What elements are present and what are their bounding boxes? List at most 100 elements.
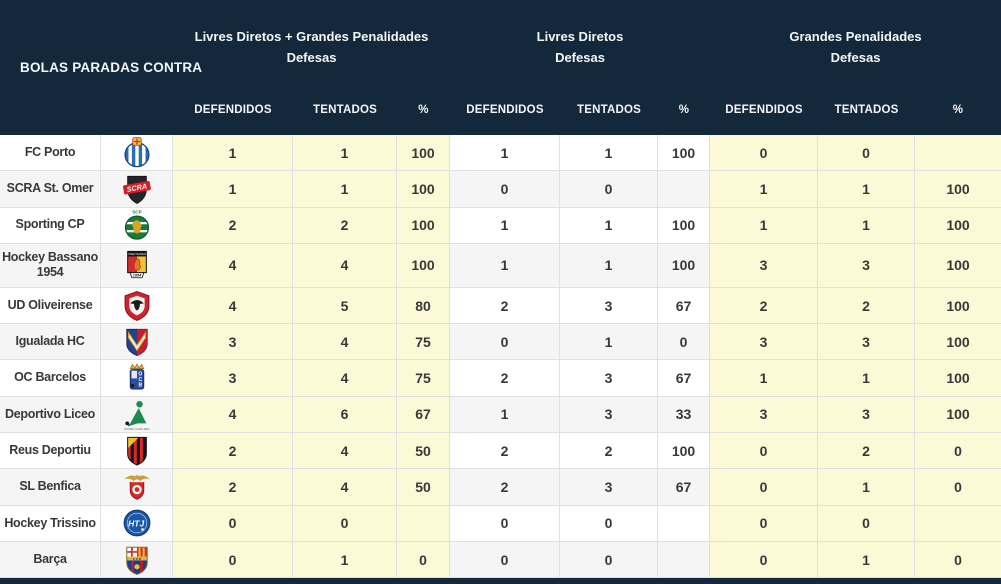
gp-tentados-cell: 3 [818, 324, 915, 360]
team-name: OC Barcelos [0, 360, 101, 396]
svg-text:SCRA: SCRA [126, 182, 148, 194]
svg-text:HOCKEY·CLUB·LICEO: HOCKEY·CLUB·LICEO [124, 429, 149, 432]
ld-pct-cell: 0 [658, 324, 710, 360]
col-header-tentados: TENTADOS [834, 104, 899, 116]
oc-barcelos-logo: O C B [129, 363, 144, 390]
gp-tentados-cell: 2 [818, 287, 915, 324]
team-row: OC Barcelos O C B 3 4 75 2 3 67 1 1 100 [0, 360, 1001, 397]
ld-tentados-cell: 3 [560, 360, 658, 396]
scra-st-omer-logo: SCRA [122, 175, 151, 204]
team-row: Deportivo Liceo HOCKEY·CLUB·LICEO 4 6 67… [0, 396, 1001, 434]
ldgp-tentados-cell: 4 [293, 469, 397, 505]
gp-tentados-cell: 0 [818, 135, 915, 171]
gp-pct-cell: 100 [915, 243, 1001, 287]
ldgp-defendidos-cell: 4 [173, 396, 293, 433]
col-header-pct: % [418, 104, 429, 116]
ld-tentados-cell: 3 [560, 469, 658, 505]
team-name: Sporting CP [0, 207, 101, 243]
team-logo-cell [101, 469, 173, 505]
team-name: Igualada HC [0, 324, 101, 360]
gp-pct-cell: 100 [915, 171, 1001, 207]
team-name: SCRA St. Omer [0, 171, 101, 207]
ld-pct-cell [658, 541, 710, 578]
ldgp-defendidos-cell: 1 [173, 171, 293, 207]
ldgp-pct-cell: 50 [397, 469, 450, 505]
team-name: SL Benfica [0, 469, 101, 505]
ld-pct-cell: 67 [658, 287, 710, 324]
ld-defendidos-cell: 2 [450, 469, 560, 505]
ldgp-defendidos-cell: 0 [173, 541, 293, 578]
ld-tentados-cell: 1 [560, 135, 658, 171]
gp-tentados-cell: 3 [818, 396, 915, 433]
ldgp-tentados-cell: 1 [293, 135, 397, 171]
gp-pct-cell: 100 [915, 324, 1001, 360]
team-row: Barça F C B 0 1 0 0 0 0 1 0 [0, 541, 1001, 579]
team-logo-cell: O C B [101, 360, 173, 396]
ld-tentados-cell: 0 [560, 541, 658, 578]
ldgp-pct-cell: 75 [397, 360, 450, 396]
gp-pct-cell: 0 [915, 433, 1001, 469]
table-header: BOLAS PARADAS CONTRA Livres Diretos + Gr… [0, 0, 1001, 135]
group-header-grandes-penalidades: Grandes Penalidades Defesas [710, 0, 1001, 85]
ldgp-pct-cell: 50 [397, 433, 450, 469]
ld-defendidos-cell: 1 [450, 207, 560, 243]
team-logo-cell [101, 324, 173, 360]
ld-tentados-cell: 2 [560, 433, 658, 469]
svg-text:F C B: F C B [133, 556, 142, 560]
team-name: UD Oliveirense [0, 287, 101, 324]
col-header-defendidos: DEFENDIDOS [194, 104, 272, 116]
ld-defendidos-cell: 2 [450, 360, 560, 396]
team-row: UD Oliveirense 4 5 80 2 3 67 2 2 100 [0, 287, 1001, 325]
ldgp-tentados-cell: 1 [293, 541, 397, 578]
team-logo-cell [101, 287, 173, 324]
team-row: Reus Deportiu 2 4 50 2 2 100 0 2 0 [0, 433, 1001, 470]
ldgp-pct-cell: 67 [397, 396, 450, 433]
ld-pct-cell: 67 [658, 469, 710, 505]
team-row: Hockey Bassano 1954 HOCKEY BASSANO 1954 … [0, 243, 1001, 288]
group-title-line1: Grandes Penalidades [789, 28, 922, 44]
col-header-defendidos: DEFENDIDOS [725, 104, 803, 116]
gp-tentados-cell: 1 [818, 207, 915, 243]
ldgp-tentados-cell: 0 [293, 505, 397, 541]
team-row: Sporting CP SCP 2 2 100 1 1 100 1 1 100 [0, 207, 1001, 244]
team-logo-cell: SCP [101, 207, 173, 243]
ldgp-tentados-cell: 6 [293, 396, 397, 433]
ldgp-pct-cell: 100 [397, 243, 450, 287]
group-header-livres-diretos-grandes-penalidades: Livres Diretos + Grandes Penalidades Def… [173, 0, 450, 85]
table-title: BOLAS PARADAS CONTRA [20, 60, 203, 75]
team-logo-cell [101, 433, 173, 469]
gp-tentados-cell: 1 [818, 469, 915, 505]
svg-text:HOCKEY BASSANO: HOCKEY BASSANO [125, 253, 149, 257]
team-name: Deportivo Liceo [0, 396, 101, 433]
gp-defendidos-cell: 1 [710, 207, 818, 243]
ldgp-defendidos-cell: 2 [173, 469, 293, 505]
ldgp-pct-cell: 100 [397, 135, 450, 171]
ld-tentados-cell: 1 [560, 324, 658, 360]
ldgp-defendidos-cell: 3 [173, 324, 293, 360]
sl-benfica-logo [123, 475, 150, 500]
ld-pct-cell: 100 [658, 433, 710, 469]
gp-pct-cell: 0 [915, 469, 1001, 505]
col-header-tentados: TENTADOS [577, 104, 641, 116]
ldgp-defendidos-cell: 2 [173, 433, 293, 469]
ldgp-tentados-cell: 4 [293, 360, 397, 396]
gp-defendidos-cell: 1 [710, 360, 818, 396]
ldgp-pct-cell: 75 [397, 324, 450, 360]
ld-defendidos-cell: 0 [450, 324, 560, 360]
col-header-defendidos: DEFENDIDOS [466, 104, 544, 116]
gp-tentados-cell: 1 [818, 541, 915, 578]
col-header-pct: % [952, 104, 964, 116]
fc-porto-logo [123, 136, 150, 167]
reus-deportiu-logo [126, 436, 147, 466]
ld-defendidos-cell: 0 [450, 171, 560, 207]
ldgp-pct-cell: 0 [397, 541, 450, 578]
gp-pct-cell: 100 [915, 360, 1001, 396]
ld-tentados-cell: 1 [560, 243, 658, 287]
gp-pct-cell [915, 505, 1001, 541]
gp-tentados-cell: 0 [818, 505, 915, 541]
team-row: Igualada HC 3 4 75 0 1 0 3 3 100 [0, 324, 1001, 361]
ld-defendidos-cell: 1 [450, 243, 560, 287]
ld-tentados-cell: 3 [560, 287, 658, 324]
ld-pct-cell [658, 171, 710, 207]
